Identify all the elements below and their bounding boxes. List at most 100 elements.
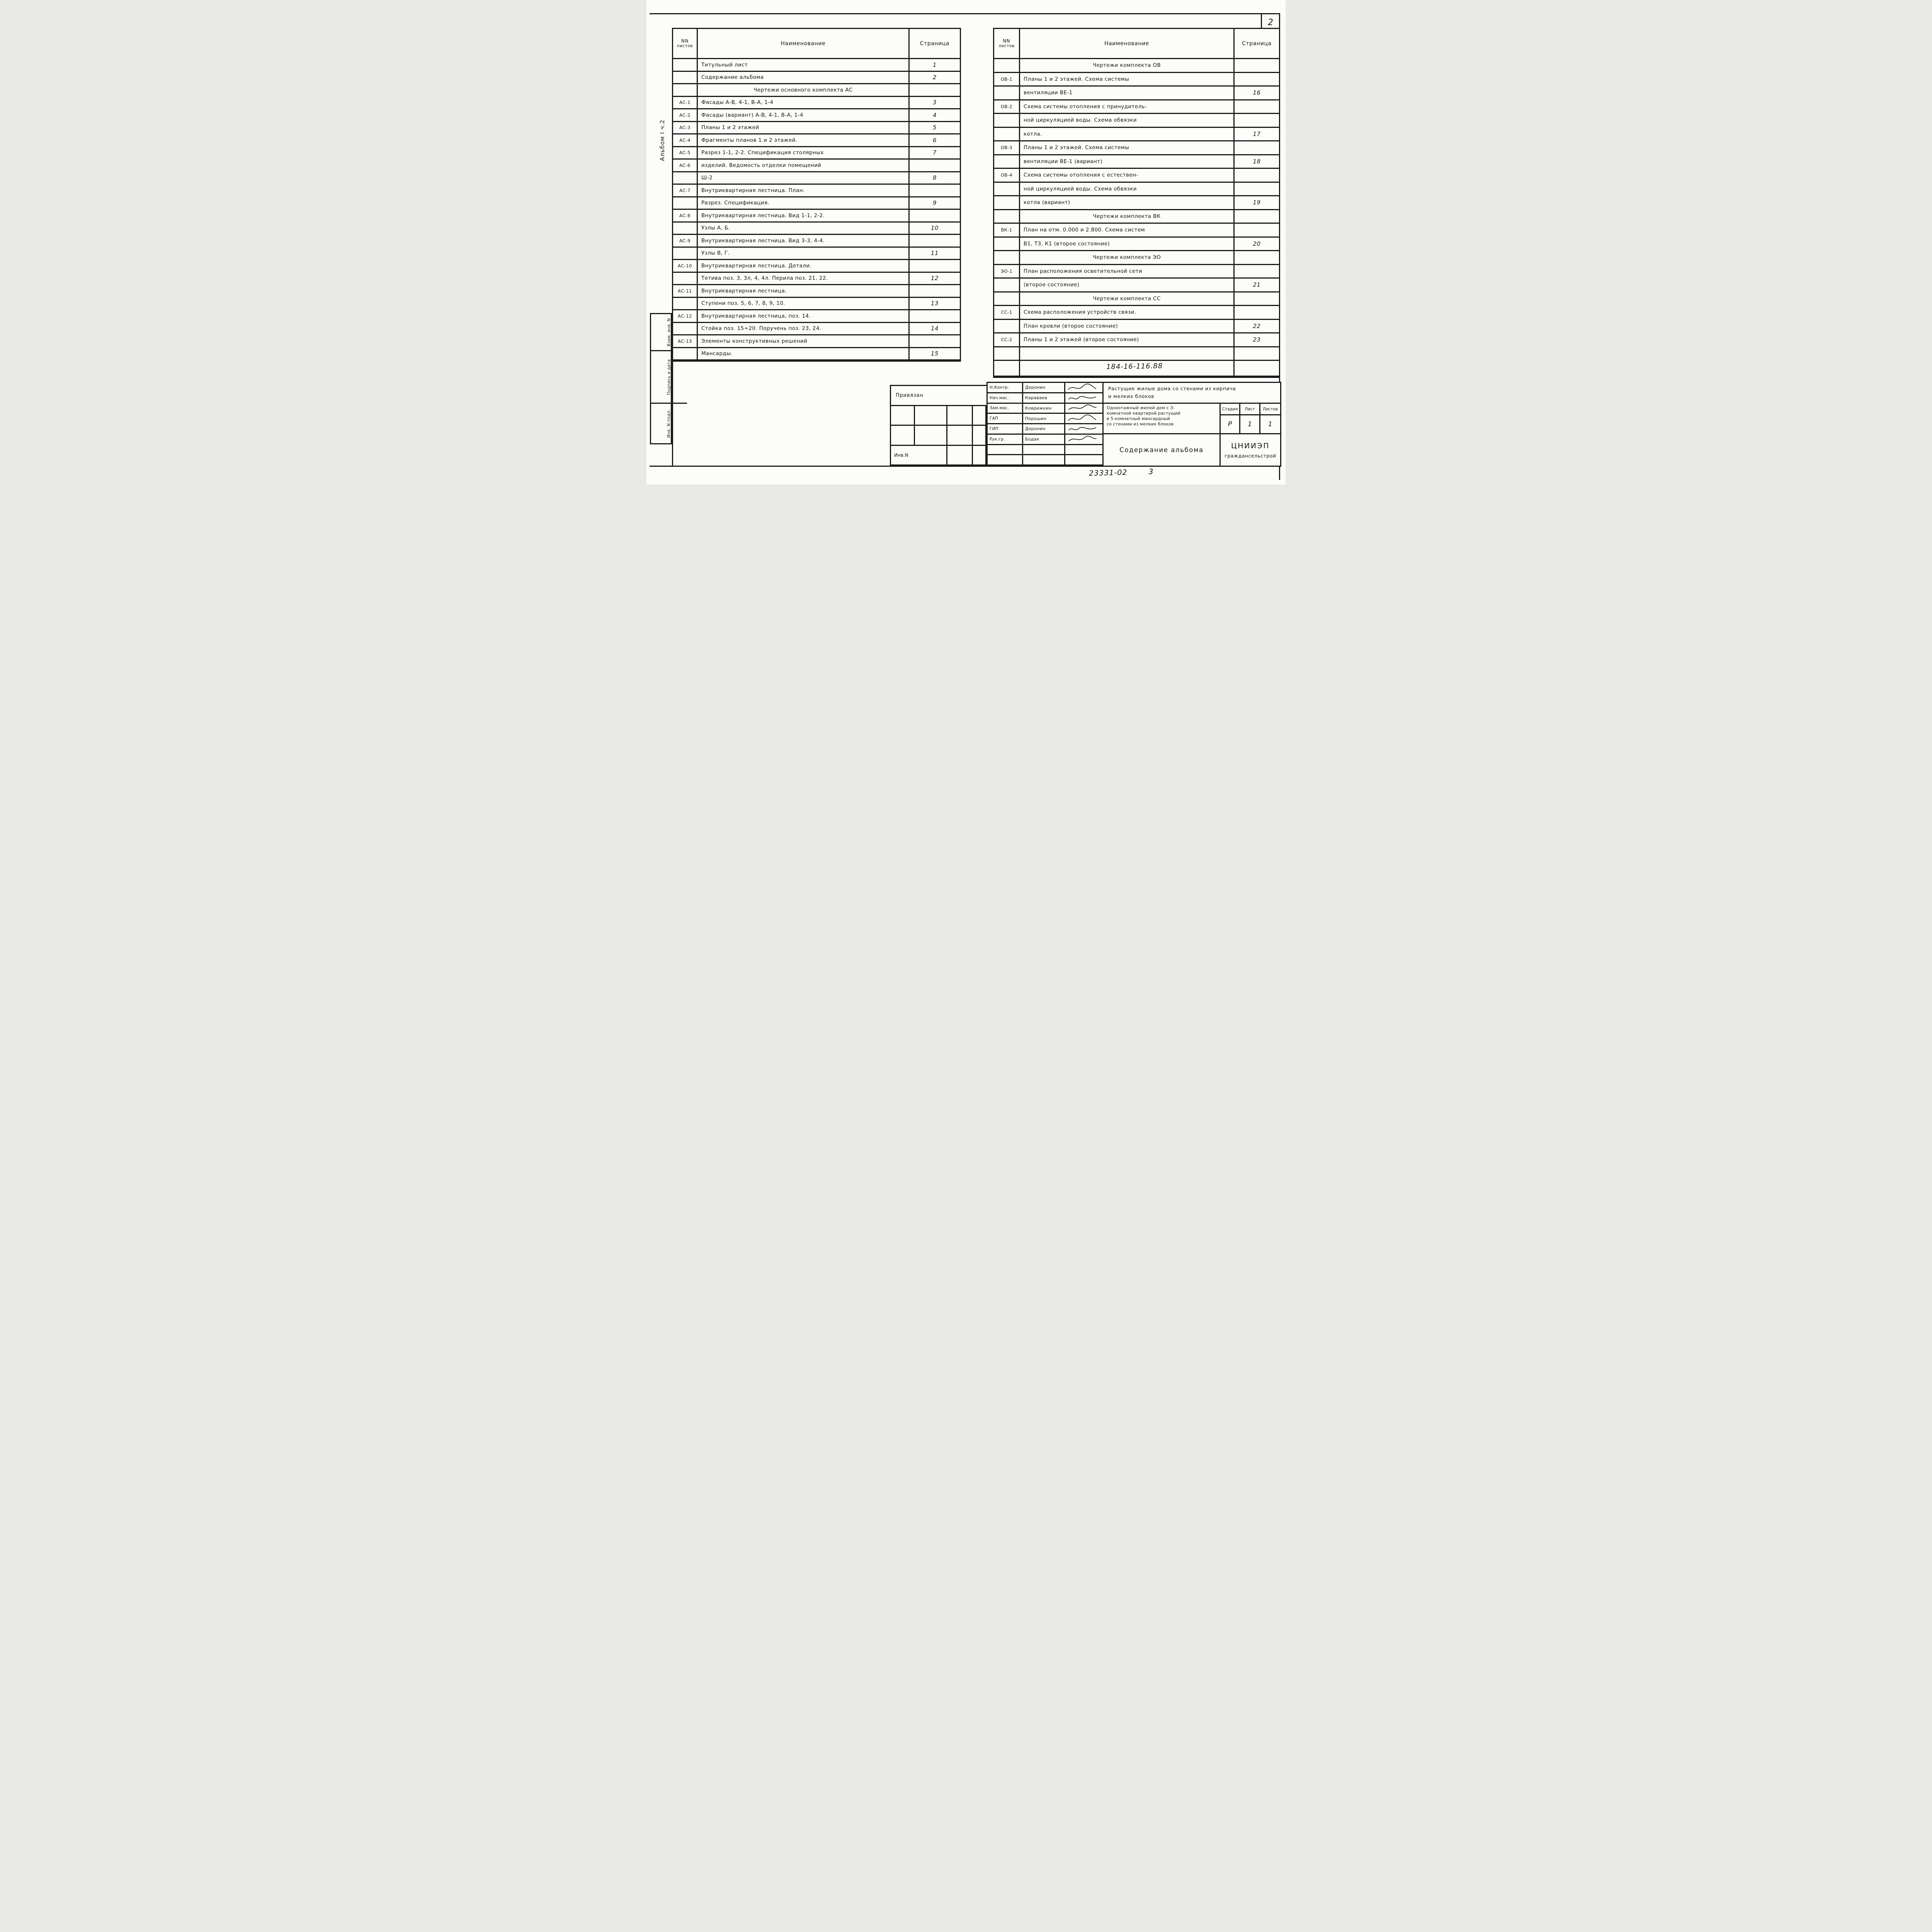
row-num [994, 128, 1020, 141]
row-title: Внутриквартирная лестница. [698, 285, 910, 298]
staff-name: Доронин [1023, 383, 1065, 393]
row-page: 9 [910, 197, 960, 210]
row-page: 12 [910, 273, 960, 285]
grid-cell [947, 446, 973, 466]
stage-value: Р [1221, 415, 1241, 433]
row-num: АС-5 [673, 147, 698, 160]
row-num [994, 155, 1020, 169]
stamp-cell: Взам. инв. N [651, 314, 687, 351]
row-num: ОВ-4 [994, 169, 1020, 183]
row-num [994, 320, 1020, 333]
staff-name: Доронин [1023, 424, 1065, 435]
staff-role: ГАП [988, 414, 1023, 424]
staff-signature [1065, 445, 1102, 456]
inv-number-label: Инв.N [891, 446, 947, 466]
row-page [1235, 210, 1279, 224]
album-label: Альбом I ч.2 [659, 119, 666, 161]
row-title: Тетива поз. 3, 3л, 4, 4л. Перила поз. 21… [698, 272, 910, 285]
row-page [1235, 73, 1279, 87]
row-num: ВК-1 [994, 224, 1020, 238]
row-num: ЭО-1 [994, 265, 1020, 279]
row-num [994, 347, 1020, 361]
text-line: комнатной квартирой растущий [1107, 411, 1180, 416]
row-title: котла (вариант) [1020, 196, 1235, 210]
row-num [994, 210, 1020, 224]
object-title-cell: Одноэтажный жилой дом с 3- комнатной квар… [1102, 403, 1221, 434]
row-title: Ш-2 [698, 172, 910, 185]
row-num: АС-11 [673, 285, 698, 298]
row-num: СС-2 [994, 333, 1020, 347]
stamp-cell-label: Взам. инв. N [667, 318, 672, 347]
row-num [994, 59, 1020, 73]
row-page: 16 [1235, 87, 1279, 100]
row-title: Содержание альбома [698, 71, 910, 84]
organization-branch: граждансельстрой [1225, 452, 1276, 459]
row-page [910, 260, 960, 273]
row-title: вентиляции ВЕ-1 (вариант) [1020, 155, 1235, 169]
staff-table: Н.Контр. Доронин Нач.мас. Караваев Зам.мас. К… [986, 382, 1104, 467]
row-title: Чертежи комплекта СС [1020, 292, 1235, 306]
row-num: ОВ-1 [994, 73, 1020, 87]
organization-cell: ЦНИИЭП граждансельстрой [1219, 433, 1281, 467]
row-num [994, 87, 1020, 100]
row-num [673, 323, 698, 335]
row-num: АС-10 [673, 260, 698, 273]
row-title: Планы 1 и 2 этажей [698, 122, 910, 134]
row-title: Ступени поз. 5, 6, 7, 8, 9, 10. [698, 298, 910, 310]
row-title [1020, 347, 1235, 361]
row-page [1235, 265, 1279, 279]
staff-name: Караваев [1023, 393, 1065, 404]
staff-role: Нач.мас. [988, 393, 1023, 404]
row-page [1235, 141, 1279, 155]
sheet-value: 1 [1240, 415, 1260, 433]
row-title: Узлы В, Г. [698, 247, 910, 260]
staff-role: Зам.мас. [988, 403, 1023, 414]
stage-label: Стадия [1221, 404, 1241, 415]
row-title: Внутриквартирная лестница. Детали. [698, 260, 910, 273]
staff-name [1023, 445, 1065, 456]
row-num [994, 251, 1020, 265]
contents-table-left: NN листов Наименование Страница Титульны… [672, 28, 961, 362]
row-page [1235, 361, 1279, 377]
row-num: АС-2 [673, 109, 698, 122]
staff-signature [1065, 383, 1102, 393]
sheets-label: Листов [1260, 404, 1280, 415]
document-title: Содержание альбома [1119, 446, 1204, 454]
staff-role [988, 455, 1023, 466]
row-title: Стойка поз. 15÷20. Поручень поз. 23, 24. [698, 323, 910, 335]
document-number: 184-16-116.88 [1106, 362, 1163, 371]
grid-cell [891, 426, 915, 446]
column-header-name: Наименование [1020, 29, 1235, 59]
staff-name: Коврижкин [1023, 403, 1065, 414]
row-page: 10 [910, 223, 960, 235]
staff-name [1023, 455, 1065, 466]
staff-signature [1065, 393, 1102, 404]
row-title: Разрез 1-1, 2-2. Спецификация столярных [698, 147, 910, 160]
grid-cell [973, 426, 986, 446]
column-header-num: NN листов [673, 29, 698, 59]
stamp-cell-label: Инв. N подл. [667, 409, 672, 438]
row-page: 2 [910, 72, 960, 84]
row-num: ОВ-2 [994, 100, 1020, 114]
column-header-page: Страница [1235, 29, 1279, 59]
page-number: 2 [1268, 17, 1273, 27]
row-num: АС-7 [673, 185, 698, 197]
row-title: вентиляции ВЕ-1 [1020, 87, 1235, 100]
row-page: 13 [910, 298, 960, 310]
row-num: АС-9 [673, 235, 698, 248]
row-page [910, 335, 960, 348]
row-num: СС-1 [994, 306, 1020, 320]
row-title: Схема системы отопления с принудитель- [1020, 100, 1235, 114]
row-page [1235, 306, 1279, 320]
column-header-page: Страница [910, 29, 960, 59]
row-page [910, 160, 960, 172]
row-page: 23 [1235, 333, 1279, 347]
grid-cell [915, 426, 947, 446]
grid-cell [973, 446, 986, 466]
footer-sheet-number: 3 [1148, 467, 1154, 476]
row-title: План кровли (второе состояние) [1020, 320, 1235, 333]
document-title-cell: Содержание альбома [1102, 433, 1221, 467]
binding-cell: Привязан [890, 385, 988, 406]
row-page: 11 [910, 248, 960, 260]
row-page: 17 [1235, 128, 1279, 141]
